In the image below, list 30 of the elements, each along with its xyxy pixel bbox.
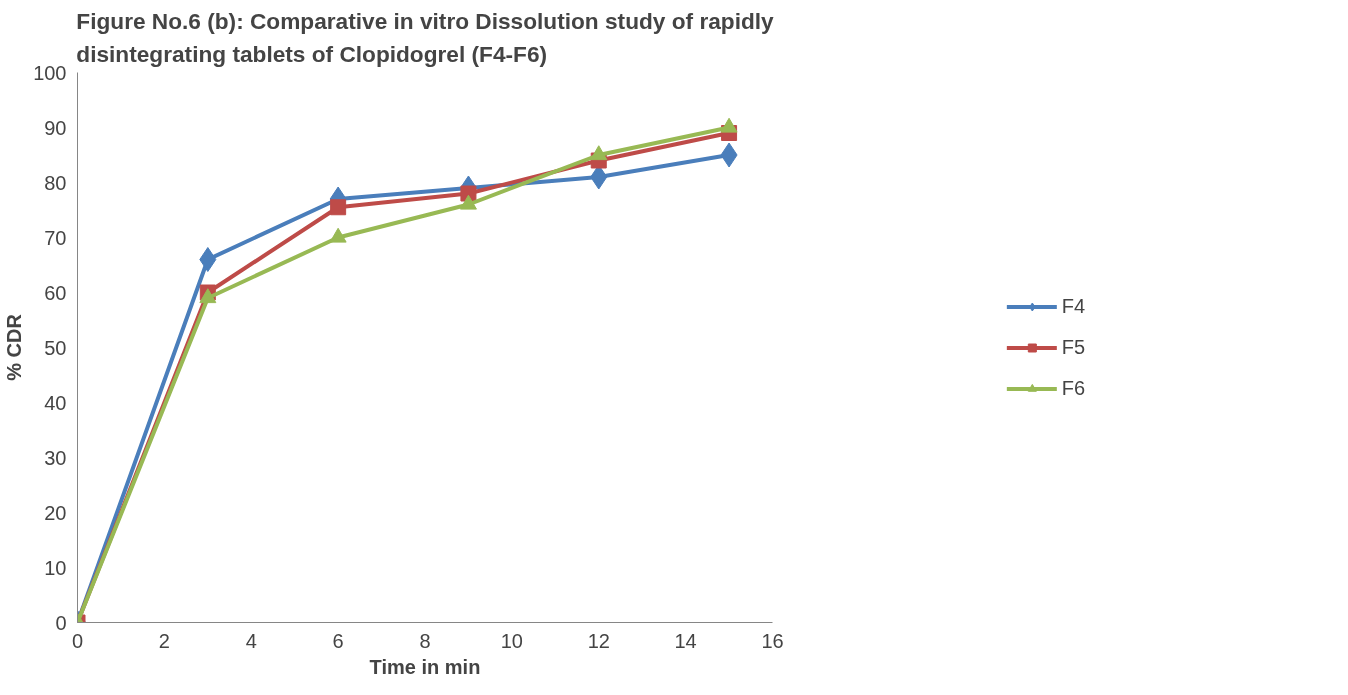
y-tick-label: 80 xyxy=(44,171,67,194)
x-tick-label: 0 xyxy=(71,629,84,652)
legend-label: F4 xyxy=(1061,294,1086,318)
legend-label: F6 xyxy=(1061,376,1086,400)
y-tick-label: 70 xyxy=(44,226,67,249)
y-tick-label: 50 xyxy=(44,336,67,359)
x-axis-title: Time in min xyxy=(369,655,481,678)
y-tick-label: 30 xyxy=(44,446,67,469)
y-tick-label: 0 xyxy=(55,611,67,634)
point xyxy=(199,288,217,304)
y-tick-label: 100 xyxy=(33,61,67,84)
x-tick-label: 2 xyxy=(158,629,170,652)
chart-title: Figure No.6 (b): Comparative in vitro Dissolution study of rapidly disintegrating tablets of Clopidogrel (F4-F6) xyxy=(76,7,775,68)
y-tick-label: 60 xyxy=(44,281,67,304)
x-tick-label: 4 xyxy=(245,629,257,652)
legend-label: F5 xyxy=(1061,335,1086,359)
point xyxy=(329,227,347,243)
y-axis-title: % CDR xyxy=(3,313,26,381)
y-tick-label: 20 xyxy=(44,501,67,524)
x-tick-label: 12 xyxy=(587,629,610,652)
point xyxy=(330,199,347,216)
x-tick-label: 6 xyxy=(332,629,344,652)
y-tick-label: 90 xyxy=(44,116,67,139)
y-tick-label: 10 xyxy=(44,556,67,579)
point xyxy=(199,247,217,272)
x-tick-label: 10 xyxy=(500,629,523,652)
y-tick-label: 40 xyxy=(44,391,67,414)
x-tick-label: 14 xyxy=(674,629,697,652)
x-tick-label: 16 xyxy=(761,629,784,652)
x-tick-label: 8 xyxy=(419,629,431,652)
